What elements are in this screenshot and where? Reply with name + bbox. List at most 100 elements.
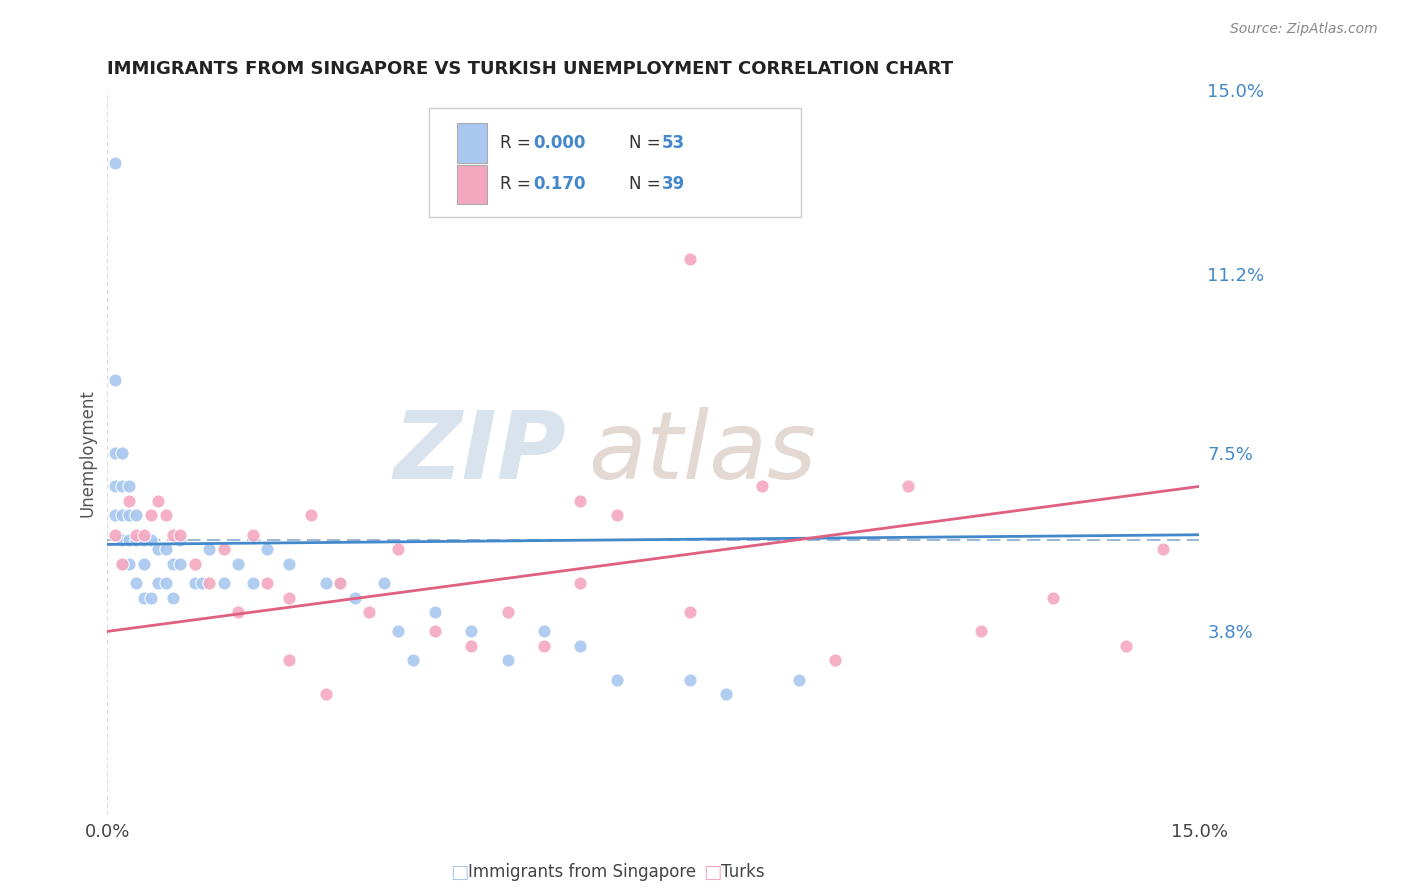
- Point: [315, 687, 337, 701]
- Text: N =: N =: [628, 134, 666, 153]
- Point: [606, 508, 628, 523]
- FancyBboxPatch shape: [457, 123, 488, 163]
- Point: [162, 591, 184, 605]
- Point: [606, 673, 628, 687]
- Point: [278, 557, 301, 571]
- Point: [111, 557, 134, 571]
- Point: [423, 605, 446, 619]
- Text: R =: R =: [501, 176, 541, 194]
- Point: [402, 653, 425, 667]
- Point: [714, 687, 737, 701]
- Text: □: □: [703, 863, 721, 882]
- Point: [125, 528, 148, 542]
- Point: [678, 605, 700, 619]
- Point: [315, 576, 337, 591]
- Text: IMMIGRANTS FROM SINGAPORE VS TURKISH UNEMPLOYMENT CORRELATION CHART: IMMIGRANTS FROM SINGAPORE VS TURKISH UNE…: [107, 60, 953, 78]
- Point: [104, 479, 127, 493]
- Point: [104, 445, 127, 459]
- Point: [111, 479, 134, 493]
- Point: [212, 542, 235, 557]
- Point: [1152, 542, 1174, 557]
- Point: [533, 639, 555, 653]
- Point: [460, 639, 482, 653]
- Point: [111, 533, 134, 547]
- Point: [183, 557, 205, 571]
- Point: [460, 624, 482, 639]
- Point: [125, 508, 148, 523]
- Point: [343, 591, 366, 605]
- Point: [897, 479, 920, 493]
- Point: [104, 508, 127, 523]
- Point: [787, 673, 810, 687]
- Point: [148, 494, 170, 508]
- Point: [678, 673, 700, 687]
- Text: atlas: atlas: [588, 407, 815, 498]
- Point: [111, 445, 134, 459]
- Point: [387, 624, 409, 639]
- Point: [256, 576, 278, 591]
- Point: [155, 576, 177, 591]
- Point: [169, 557, 191, 571]
- Point: [125, 533, 148, 547]
- Point: [132, 591, 155, 605]
- Point: [169, 533, 191, 547]
- Point: [198, 542, 221, 557]
- Point: [228, 605, 250, 619]
- Text: 53: 53: [662, 134, 685, 153]
- Point: [104, 155, 127, 169]
- Point: [104, 528, 127, 542]
- Point: [824, 653, 846, 667]
- Point: [496, 653, 519, 667]
- Point: [423, 624, 446, 639]
- Point: [299, 508, 322, 523]
- Point: [569, 576, 592, 591]
- Point: [118, 508, 141, 523]
- Point: [139, 508, 162, 523]
- Point: [162, 528, 184, 542]
- Point: [569, 494, 592, 508]
- Point: [132, 528, 155, 542]
- Point: [139, 533, 162, 547]
- Point: [132, 533, 155, 547]
- Point: [148, 542, 170, 557]
- Text: Source: ZipAtlas.com: Source: ZipAtlas.com: [1230, 22, 1378, 37]
- Y-axis label: Unemployment: Unemployment: [79, 389, 96, 516]
- Point: [533, 624, 555, 639]
- Point: [118, 533, 141, 547]
- Point: [183, 576, 205, 591]
- Point: [118, 557, 141, 571]
- Point: [155, 508, 177, 523]
- Point: [678, 252, 700, 267]
- Point: [228, 557, 250, 571]
- Point: [256, 542, 278, 557]
- Point: [111, 508, 134, 523]
- Point: [329, 576, 352, 591]
- Point: [496, 605, 519, 619]
- Point: [212, 576, 235, 591]
- Point: [1115, 639, 1137, 653]
- Point: [148, 576, 170, 591]
- Point: [969, 624, 991, 639]
- Point: [191, 576, 214, 591]
- Point: [569, 639, 592, 653]
- Text: ZIP: ZIP: [394, 407, 565, 499]
- FancyBboxPatch shape: [429, 109, 800, 217]
- Text: Turks: Turks: [721, 863, 765, 881]
- Point: [278, 591, 301, 605]
- Text: □: □: [450, 863, 468, 882]
- Point: [373, 576, 395, 591]
- Point: [198, 576, 221, 591]
- Point: [169, 528, 191, 542]
- Text: 39: 39: [662, 176, 685, 194]
- Text: R =: R =: [501, 134, 536, 153]
- Point: [751, 479, 773, 493]
- Point: [104, 373, 127, 387]
- Point: [242, 528, 264, 542]
- FancyBboxPatch shape: [457, 164, 488, 204]
- Point: [162, 557, 184, 571]
- Point: [278, 653, 301, 667]
- Point: [111, 557, 134, 571]
- Text: N =: N =: [628, 176, 666, 194]
- Point: [329, 576, 352, 591]
- Point: [132, 557, 155, 571]
